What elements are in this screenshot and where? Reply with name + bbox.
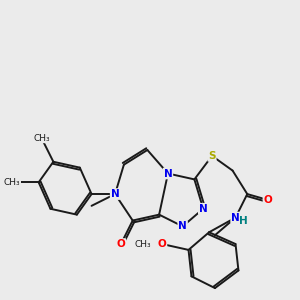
Text: CH₃: CH₃ bbox=[4, 178, 20, 187]
Text: N: N bbox=[111, 189, 119, 199]
Text: O: O bbox=[263, 195, 272, 205]
Text: N: N bbox=[164, 169, 172, 178]
Text: O: O bbox=[158, 239, 167, 249]
Text: N: N bbox=[199, 204, 208, 214]
Text: CH₃: CH₃ bbox=[135, 239, 151, 248]
Text: N: N bbox=[231, 213, 240, 223]
Text: S: S bbox=[208, 151, 216, 161]
Text: H: H bbox=[239, 215, 248, 226]
Text: N: N bbox=[178, 221, 187, 231]
Text: CH₃: CH₃ bbox=[33, 134, 50, 143]
Text: O: O bbox=[117, 239, 125, 249]
